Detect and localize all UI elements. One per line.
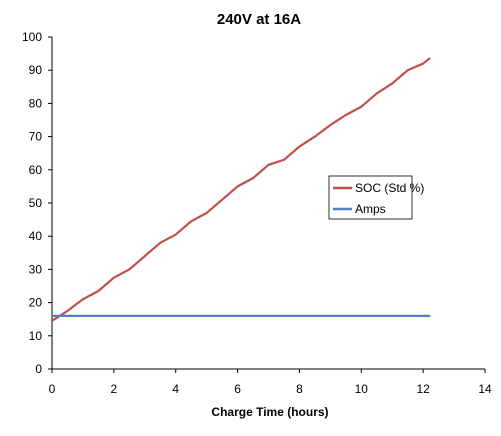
legend: SOC (Std %) Amps (328, 175, 424, 220)
x-tick-label: 12 (416, 382, 430, 396)
axes (51, 37, 485, 370)
y-tick-label: 50 (29, 196, 43, 210)
x-tick-label: 4 (172, 382, 179, 396)
y-tick-label: 0 (35, 362, 42, 376)
series-line-soc-std (50, 57, 431, 322)
y-tick-label: 70 (29, 130, 43, 144)
y-tick-label: 40 (29, 229, 43, 243)
y-tick-label: 60 (29, 163, 43, 177)
y-tick-label: 10 (29, 329, 43, 343)
x-tick-label: 14 (478, 382, 492, 396)
x-tick-label: 0 (49, 382, 56, 396)
x-tick-label: 8 (296, 382, 303, 396)
x-axis-ticks: 0 2 4 6 8 10 12 14 (49, 369, 492, 396)
legend-box (328, 175, 413, 220)
y-tick-label: 80 (29, 96, 43, 110)
y-axis-ticks: 0 10 20 30 40 50 60 70 80 90 100 (22, 30, 52, 376)
series-layer (50, 57, 431, 322)
x-tick-label: 6 (234, 382, 241, 396)
x-tick-label: 2 (111, 382, 118, 396)
legend-label-soc-std: SOC (Std %) (355, 181, 424, 195)
y-tick-label: 30 (29, 262, 43, 276)
legend-label-amps: Amps (355, 202, 386, 216)
chart-title: 240V at 16A (217, 11, 301, 28)
x-tick-label: 10 (355, 382, 369, 396)
x-axis-title: Charge Time (hours) (211, 405, 328, 419)
y-tick-label: 20 (29, 296, 43, 310)
y-tick-label: 90 (29, 63, 43, 77)
y-tick-label: 100 (22, 30, 42, 44)
